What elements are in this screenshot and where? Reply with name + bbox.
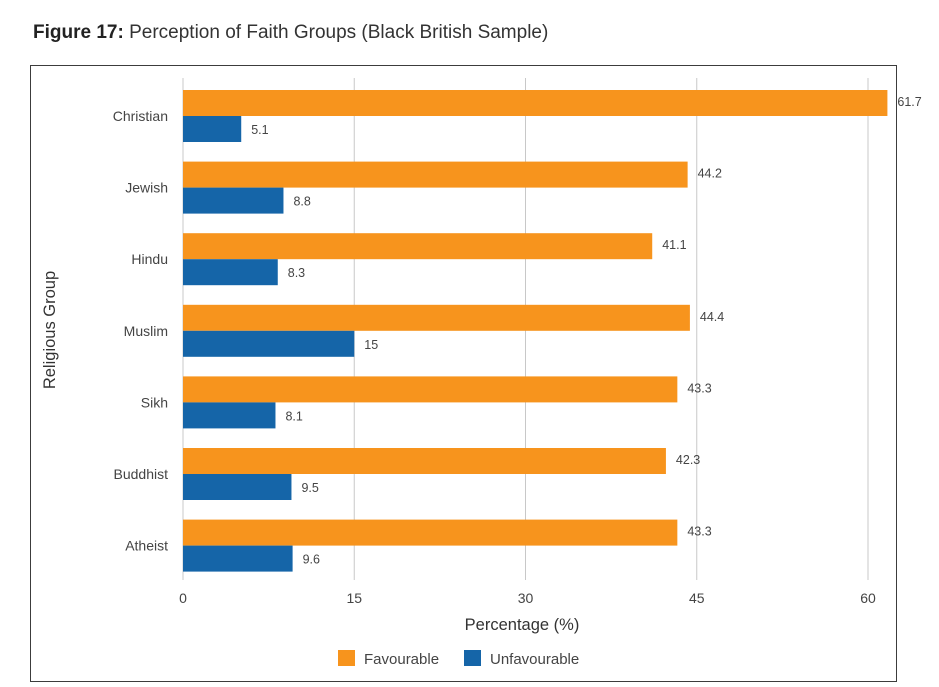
bar-hindu-unfavourable [183, 259, 278, 286]
figure-number: Figure 17: [33, 22, 124, 43]
data-label-buddhist-unfavourable: 9.5 [301, 481, 318, 495]
data-labels: 61.7 5.1 44.2 8.8 41.1 8.3 44.4 15 43.3 8.1 42.3 9.… [251, 95, 922, 567]
x-tick-label-30: 30 [518, 590, 534, 606]
x-tick-label-60: 60 [860, 590, 876, 606]
data-label-jewish-favourable: 44.2 [698, 167, 722, 181]
y-tick-label-hindu: Hindu [131, 251, 168, 267]
figure-title: Figure 17: Perception of Faith Groups (B… [33, 22, 548, 44]
x-tick-label-45: 45 [689, 590, 705, 606]
x-axis-title: Percentage (%) [465, 616, 580, 634]
chart-frame [30, 65, 897, 682]
bar-christian-favourable [183, 90, 888, 116]
bar-atheist-unfavourable [183, 545, 293, 572]
bar-hindu-favourable [183, 233, 653, 260]
data-label-jewish-unfavourable: 8.8 [293, 195, 310, 209]
bars [183, 90, 888, 572]
x-tick-label-15: 15 [346, 590, 362, 606]
y-tick-label-jewish: Jewish [125, 180, 168, 196]
figure-caption: Perception of Faith Groups (Black Britis… [129, 22, 549, 43]
legend-label-favourable: Favourable [364, 651, 439, 668]
legend-swatch-unfavourable [464, 650, 481, 666]
data-label-hindu-favourable: 41.1 [662, 238, 686, 252]
legend: Favourable Unfavourable [338, 650, 579, 668]
x-tick-label-0: 0 [179, 590, 187, 606]
bar-jewish-favourable [183, 161, 688, 188]
bar-christian-unfavourable [183, 116, 242, 142]
bar-sikh-favourable [183, 376, 678, 403]
data-label-christian-unfavourable: 5.1 [251, 123, 268, 137]
axes: 0 15 30 45 60 Christian Jewish Hindu Muslim Sikh B… [41, 108, 876, 634]
data-label-muslim-favourable: 44.4 [700, 310, 724, 324]
data-label-buddhist-favourable: 42.3 [676, 453, 700, 467]
bar-atheist-favourable [183, 519, 678, 546]
bar-jewish-unfavourable [183, 187, 284, 214]
data-label-atheist-unfavourable: 9.6 [303, 553, 320, 567]
bar-muslim-favourable [183, 304, 690, 331]
data-label-atheist-favourable: 43.3 [687, 525, 711, 539]
legend-label-unfavourable: Unfavourable [490, 651, 579, 668]
data-label-sikh-favourable: 43.3 [687, 381, 711, 395]
bar-muslim-unfavourable [183, 330, 355, 357]
y-tick-label-christian: Christian [113, 108, 168, 124]
y-tick-label-atheist: Atheist [125, 538, 168, 554]
y-axis-title: Religious Group [41, 271, 59, 389]
data-label-sikh-unfavourable: 8.1 [285, 409, 302, 423]
data-label-christian-favourable: 61.7 [897, 95, 921, 109]
y-tick-label-muslim: Muslim [124, 323, 168, 339]
y-tick-label-sikh: Sikh [141, 394, 168, 410]
data-label-hindu-unfavourable: 8.3 [288, 266, 305, 280]
y-tick-label-buddhist: Buddhist [114, 466, 169, 482]
bar-buddhist-unfavourable [183, 474, 292, 500]
bar-sikh-unfavourable [183, 402, 276, 429]
data-label-muslim-unfavourable: 15 [364, 338, 378, 352]
bar-buddhist-favourable [183, 448, 666, 474]
legend-swatch-favourable [338, 650, 355, 666]
